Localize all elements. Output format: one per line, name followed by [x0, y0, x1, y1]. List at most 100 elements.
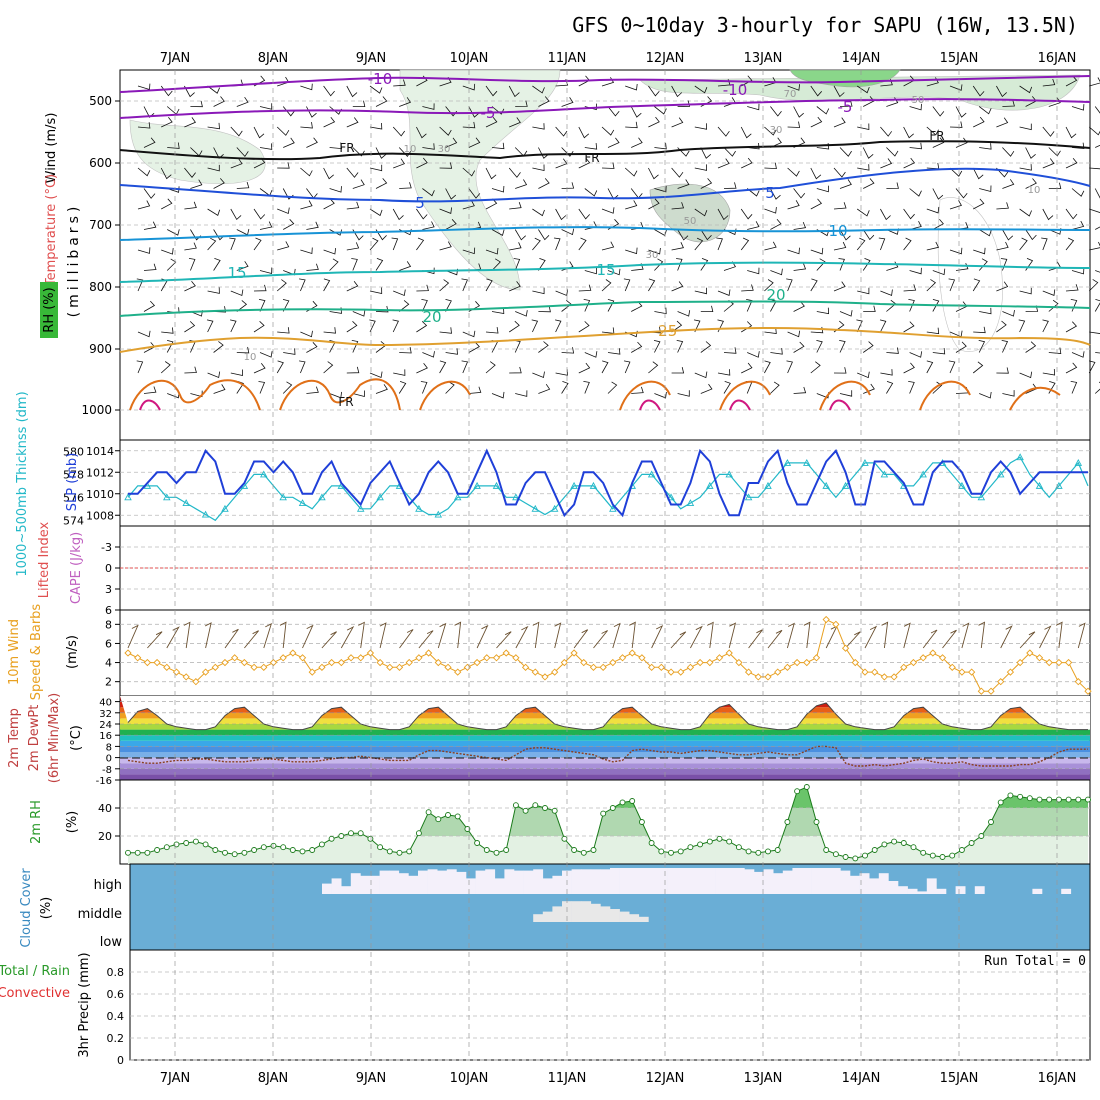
wind-barb [770, 188, 781, 200]
wind-barb [700, 178, 713, 189]
wind-barb [461, 360, 469, 374]
wind-barb [909, 267, 922, 275]
rh2m-point [280, 844, 287, 851]
wind-barb [717, 208, 729, 221]
tick-label: 600 [89, 156, 112, 170]
tick-label: 1000 [81, 403, 112, 417]
wind-barb [538, 96, 550, 107]
rh2m-point [609, 805, 616, 811]
thickness-point [512, 493, 520, 501]
wind-barb [839, 229, 851, 241]
date-label-bottom: 14JAN [842, 1071, 881, 1086]
wind-barb [903, 362, 915, 374]
cloud-cell-high [581, 869, 592, 894]
rh2m-point [862, 852, 868, 859]
tick-label: 0.4 [107, 1010, 125, 1023]
wind-barb [625, 121, 638, 129]
rh2m-point [522, 807, 529, 814]
wind10m-point [1055, 658, 1063, 667]
precip-ylabel-1: Total / Rain [0, 964, 70, 979]
wind-barb [514, 229, 526, 241]
wind-barb [1019, 123, 1032, 131]
wind10m-point [279, 654, 287, 662]
wind10m-point [521, 663, 530, 671]
wind-barb [561, 147, 574, 157]
wind-barb [184, 366, 197, 374]
wind-barb [329, 229, 343, 236]
wind-barb [1048, 299, 1059, 312]
wind-barb [648, 247, 661, 255]
wind-barb [1042, 78, 1056, 87]
wind-barb [184, 201, 197, 210]
rh2m-point [735, 844, 742, 851]
wind-barb [740, 321, 753, 333]
cloud-cell-high [427, 869, 438, 894]
wind-barb [299, 360, 306, 374]
wind-barb [810, 116, 823, 128]
cloud-cell-high [811, 868, 822, 894]
wind-barb [810, 167, 822, 180]
wind-barb [369, 208, 383, 217]
wind-barb [184, 117, 197, 128]
wind-barb [1002, 229, 1014, 241]
wind-barb [1065, 157, 1078, 169]
wind10m-point [376, 658, 384, 667]
rh2m-point [842, 854, 849, 860]
thickness-point [706, 481, 714, 489]
thickness-point [163, 493, 171, 501]
wind10m-barb [183, 621, 191, 649]
wind-barb [740, 208, 753, 220]
rh2m-point [154, 847, 161, 853]
chart-title: GFS 0~10day 3-hourly for SAPU (16W, 13.5… [572, 13, 1078, 37]
cloud-cell-high [542, 878, 553, 894]
wind-barb [996, 167, 1009, 178]
wind-barb [578, 284, 592, 292]
wind-barb [932, 188, 944, 200]
thickness-point [550, 504, 559, 512]
wind-barb [607, 381, 618, 394]
wind-barb [932, 268, 946, 276]
rh2m-point [910, 844, 917, 851]
cloud-cell-high [610, 868, 620, 894]
wind-barb [764, 360, 771, 374]
wind-barb [422, 103, 435, 110]
isotherm-label: 20 [422, 308, 441, 326]
rh-contour-label: 30 [770, 125, 783, 136]
wind-barb [300, 122, 313, 129]
wind-barb [810, 361, 821, 374]
wind-barb [306, 263, 319, 271]
wind10m-point [609, 658, 617, 667]
thickness-point [473, 481, 481, 489]
wind-barb [515, 310, 528, 317]
cloud-cell-high [552, 875, 563, 894]
rh2m-point [551, 807, 558, 814]
tick-label: 24 [99, 720, 112, 731]
wind-barb [601, 207, 615, 214]
wind-barb [862, 341, 874, 353]
date-label-top: 7JAN [160, 51, 191, 66]
wind-barb [607, 137, 620, 148]
wind-barb [184, 321, 196, 333]
isotherm-label: -5 [481, 104, 496, 122]
tick-label: 6 [105, 604, 112, 617]
wind-barb [1089, 241, 1100, 251]
cloud-cell-high [859, 873, 870, 894]
wind-barb [491, 106, 505, 115]
wind-barb [723, 182, 737, 189]
wind-barb [538, 341, 549, 353]
thickness-point [279, 493, 287, 501]
thickness-axis: 574 576 578 580 [63, 445, 84, 527]
thickness-point [725, 470, 733, 478]
cloud-cell-high [725, 868, 736, 894]
temp-band [120, 740, 1090, 747]
wind-barb [213, 306, 227, 313]
rh2m-point [813, 819, 820, 825]
wind-barb [741, 362, 753, 374]
cloud-cell-high [350, 873, 361, 894]
wind10m-point [977, 687, 985, 695]
wind10m-axis: 2 4 6 8 [105, 618, 120, 689]
wind-barb [300, 167, 313, 177]
date-label-top: 8JAN [258, 51, 289, 66]
wind-barb [351, 340, 359, 353]
wind-barb [764, 327, 777, 334]
